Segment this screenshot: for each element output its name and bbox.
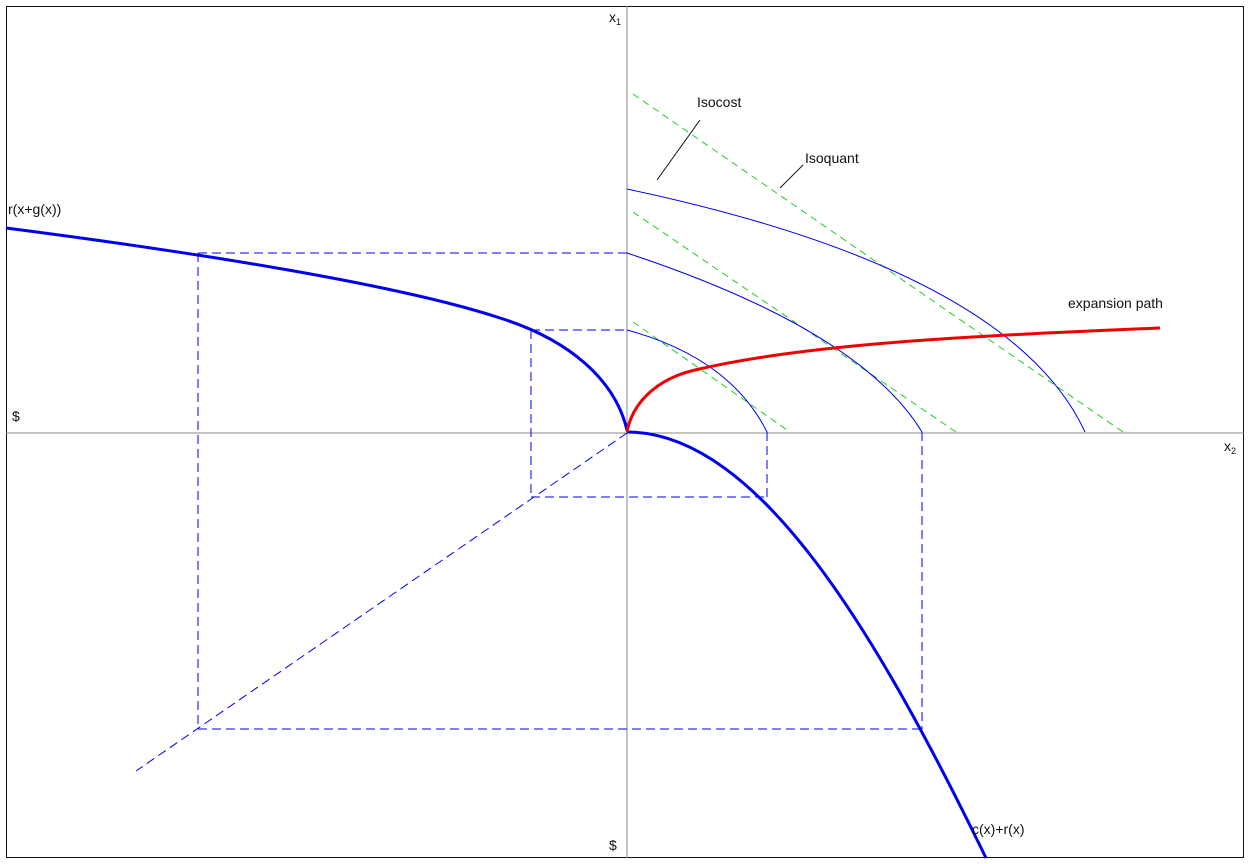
isoquant-leader-line <box>779 164 804 189</box>
expansion-path-label: expansion path <box>1068 295 1163 311</box>
diagonal-45-line <box>135 432 628 772</box>
cost-curve-label: c(x)+r(x) <box>972 821 1025 837</box>
isoquant-curves <box>626 188 1086 433</box>
diagram-frame <box>6 6 1244 858</box>
revenue-curve <box>5 226 629 431</box>
x2-axis-label: x2 <box>1224 438 1236 456</box>
isocost-label: Isocost <box>697 94 741 110</box>
isocost-leader-line <box>656 119 701 181</box>
expansion-path-curve <box>625 326 1161 433</box>
dollar-left-label: $ <box>12 408 20 424</box>
dollar-bottom-label: $ <box>609 837 617 853</box>
isoquant-label: Isoquant <box>805 150 859 166</box>
isoquant-curve-inner <box>626 329 768 433</box>
isoquant-curve-outer <box>626 188 1086 433</box>
isocost-lines <box>632 93 1124 433</box>
cost-curve <box>626 430 988 859</box>
isocost-line-outer <box>632 93 1124 433</box>
isocost-line-middle <box>632 211 957 433</box>
x1-axis-label: x1 <box>609 9 621 27</box>
projection-lines <box>135 252 923 772</box>
isoquant-curve-middle <box>626 252 923 433</box>
isocost-line-inner <box>632 321 791 433</box>
revenue-curve-label: r(x+g(x)) <box>8 201 61 217</box>
